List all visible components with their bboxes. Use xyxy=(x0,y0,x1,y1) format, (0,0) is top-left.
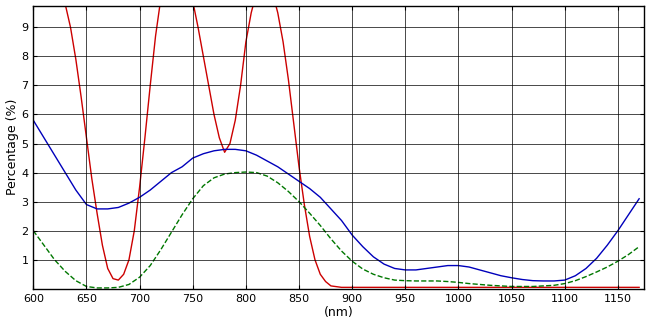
Y-axis label: Percentage (%): Percentage (%) xyxy=(6,99,19,195)
X-axis label: (nm): (nm) xyxy=(324,306,354,319)
